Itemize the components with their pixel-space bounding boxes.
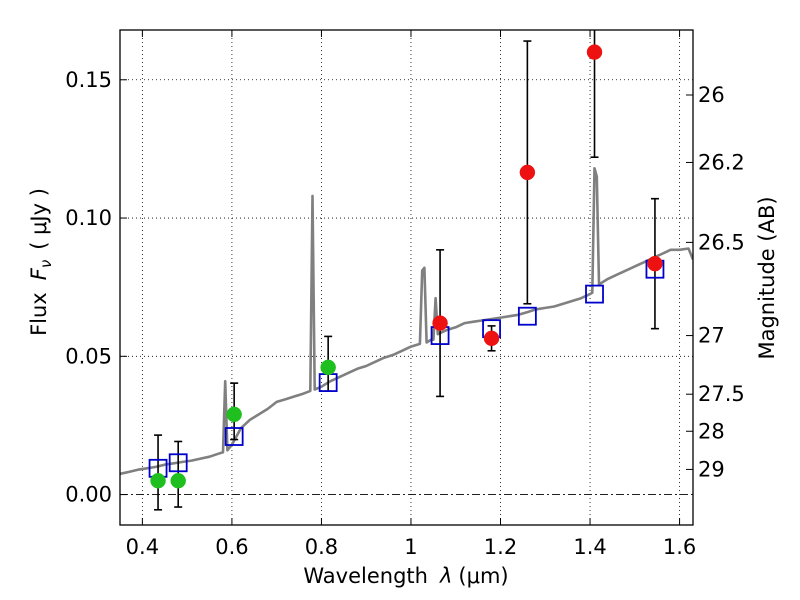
spectrum-line	[120, 167, 693, 476]
y-axis-title-subscript: ν	[37, 260, 55, 268]
x-tick-label: 1.6	[663, 535, 696, 559]
point-layer	[150, 44, 663, 489]
y-axis-title-prefix: Flux	[27, 292, 51, 336]
y2-axis-title: Magnitude (AB)	[755, 196, 779, 359]
model-square	[517, 306, 537, 326]
data-point	[170, 473, 186, 489]
data-point	[150, 473, 166, 489]
data-point	[320, 359, 336, 376]
y-tick-label: 0.05	[65, 344, 112, 368]
data-point	[519, 164, 536, 181]
x-tick-label: 0.6	[215, 535, 248, 559]
spectrum-layer	[120, 167, 693, 476]
x-tick-label: 1	[404, 535, 417, 559]
ticks: 0.4 0.6 0.8 1 1.2 1.4 1.6 0.00 0.05 0.10 0.15 26 26.…	[65, 30, 745, 559]
y2-tick-label: 29	[698, 457, 725, 481]
x-axis-title-prefix: Wavelength	[303, 564, 428, 588]
x-axis-title-unit: (μm)	[458, 564, 508, 588]
y-tick-label: 0.10	[65, 206, 112, 230]
y2-tick-label: 27	[698, 324, 725, 348]
data-point	[483, 330, 500, 347]
y2-tick-label: 26	[698, 83, 725, 107]
y-axis-title-symbol: F	[27, 267, 51, 280]
y-tick-label: 0.15	[65, 68, 112, 92]
x-tick-label: 1.2	[484, 535, 517, 559]
model-square	[168, 453, 188, 473]
x-tick-label: 0.8	[305, 535, 338, 559]
model-square	[224, 427, 244, 446]
y2-tick-label: 28	[698, 419, 725, 443]
y2-tick-label: 26.2	[698, 150, 745, 174]
y-tick-label: 0.00	[65, 483, 112, 507]
y-axis-title-unit: ( μJy )	[27, 188, 51, 250]
model-square	[585, 284, 604, 304]
y-axis-title: Flux Fν ( μJy )	[27, 188, 55, 336]
plot-frame	[119, 29, 694, 526]
x-tick-label: 1.4	[573, 535, 606, 559]
data-point	[432, 315, 448, 331]
plot-area	[120, 30, 693, 525]
x-tick-label: 0.4	[126, 535, 159, 559]
y2-tick-label: 26.5	[698, 230, 745, 254]
data-point	[647, 255, 663, 272]
x-axis-title: Wavelength λ (μm)	[303, 564, 508, 588]
x-axis-title-symbol: λ	[439, 564, 452, 588]
data-point	[226, 406, 242, 423]
y2-tick-label: 27.5	[698, 382, 745, 406]
data-point	[586, 44, 603, 60]
